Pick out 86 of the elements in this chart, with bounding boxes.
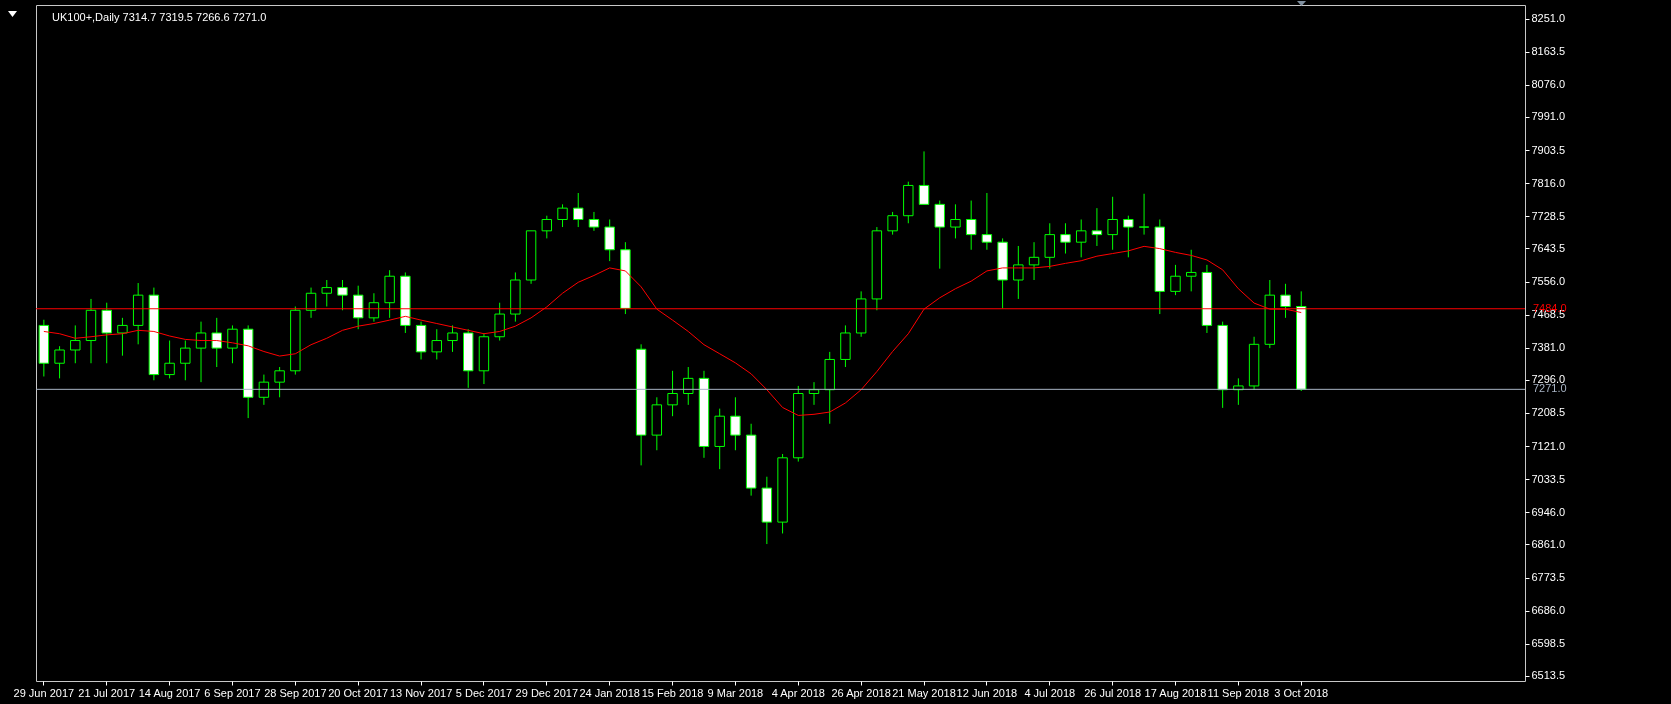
y-tick-label: 6686.0 — [1531, 604, 1566, 617]
candlestick — [305, 287, 317, 319]
y-tick-label: 7816.0 — [1531, 176, 1566, 189]
candlestick — [227, 324, 238, 364]
candlestick — [1013, 245, 1024, 300]
candlestick — [950, 203, 961, 239]
candlestick — [1186, 249, 1197, 292]
candlestick — [1280, 283, 1291, 319]
candlestick — [1044, 222, 1055, 270]
candlestick — [258, 374, 270, 406]
x-tick-label: 3 Oct 2018 — [1274, 686, 1329, 699]
candlestick — [1107, 196, 1118, 251]
x-tick-label: 21 May 2018 — [892, 686, 956, 699]
x-tick-label: 29 Dec 2017 — [515, 686, 579, 699]
candlestick — [887, 211, 898, 236]
candlestick — [683, 366, 694, 406]
x-tick-label: 12 Jun 2018 — [956, 686, 1018, 699]
candlestick — [934, 200, 945, 270]
candlestick — [368, 292, 380, 323]
candlestick — [604, 218, 615, 262]
x-tick-label: 15 Feb 2018 — [641, 686, 704, 699]
candlestick — [447, 324, 458, 353]
x-tick-label: 24 Jan 2018 — [579, 686, 640, 699]
x-tick-label: 4 Apr 2018 — [771, 686, 825, 699]
y-tick-label: 6598.5 — [1531, 637, 1566, 650]
candlestick — [101, 302, 112, 364]
x-tick-label: 29 Jun 2017 — [13, 686, 75, 699]
x-tick-label: 5 Dec 2017 — [455, 686, 513, 699]
candlestick — [1138, 193, 1150, 236]
candlestick — [541, 215, 553, 239]
candlestick — [117, 317, 128, 357]
x-tick-label: 20 Oct 2017 — [328, 686, 389, 699]
candlestick — [274, 366, 285, 398]
x-tick-label: 13 Nov 2017 — [389, 686, 453, 699]
candlestick — [352, 285, 364, 330]
candlestick — [1091, 207, 1103, 247]
candlestick — [573, 192, 584, 228]
candlestick — [1123, 215, 1134, 258]
y-tick-label: 6946.0 — [1531, 505, 1566, 518]
candlestick — [164, 340, 175, 379]
candlestick — [667, 370, 678, 417]
candlestick — [431, 328, 442, 360]
candlestick — [1170, 264, 1181, 296]
x-tick-label: 14 Aug 2017 — [138, 686, 201, 699]
candlestick — [54, 345, 65, 379]
y-tick-label: 8251.0 — [1531, 12, 1566, 25]
x-tick-label: 21 Jul 2017 — [78, 686, 136, 699]
y-tick-label: 7033.5 — [1531, 472, 1566, 485]
candlestick — [180, 340, 191, 381]
text: UK100+,Daily 7314.7 7319.5 7266.6 7271.0 — [52, 11, 267, 23]
y-tick-label: 8163.5 — [1531, 45, 1566, 58]
candlestick — [1028, 241, 1040, 281]
candlestick — [195, 321, 207, 383]
y-tick-label: 7903.5 — [1531, 143, 1566, 156]
y-tick-label: 7556.0 — [1531, 275, 1566, 288]
y-tick-label: 6861.0 — [1531, 537, 1566, 550]
candlestick — [1075, 218, 1087, 258]
x-tick-label: 9 Mar 2018 — [707, 686, 764, 699]
candlestick — [321, 279, 332, 307]
x-tick-label: 17 Aug 2018 — [1144, 686, 1207, 699]
x-tick-label: 28 Sep 2017 — [264, 686, 327, 699]
candlestick — [337, 279, 348, 311]
candlestick — [70, 324, 81, 364]
candlestick — [730, 396, 741, 451]
x-tick-label: 26 Apr 2018 — [831, 686, 891, 699]
x-tick-label: 6 Sep 2017 — [204, 686, 261, 699]
x-tick-label: 26 Jul 2018 — [1084, 686, 1142, 699]
candlestick — [494, 302, 505, 342]
y-tick-label: 6513.5 — [1531, 669, 1566, 682]
x-tick-label: 4 Jul 2018 — [1024, 686, 1076, 699]
candlestick — [918, 150, 930, 205]
y-tick-label: 7208.5 — [1531, 406, 1566, 419]
candlestick — [1060, 222, 1071, 255]
y-tick-label: 7728.5 — [1531, 209, 1566, 222]
candlestick — [981, 192, 993, 251]
y-tick-label: 7381.0 — [1531, 341, 1566, 354]
candlestick — [965, 200, 977, 251]
x-tick-label: 11 Sep 2018 — [1207, 686, 1270, 699]
candlestick — [557, 203, 568, 228]
y-tick-label: 8076.0 — [1531, 78, 1566, 91]
y-tick-label: 7121.0 — [1531, 439, 1566, 452]
candlestick — [211, 317, 222, 368]
candlestick — [588, 211, 600, 232]
y-tick-label: 6773.5 — [1531, 571, 1566, 584]
y-tick-label: 7991.0 — [1531, 110, 1566, 123]
y-tick-label: 7643.5 — [1531, 241, 1566, 254]
